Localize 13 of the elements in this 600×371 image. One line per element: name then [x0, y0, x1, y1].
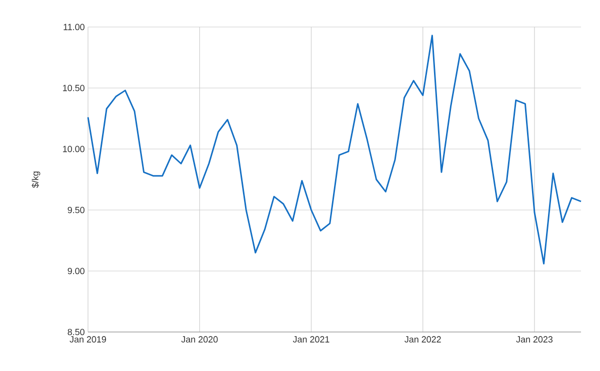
x-tick-label: Jan 2019	[70, 336, 106, 343]
y-tick-label: 11.00	[64, 24, 84, 30]
line-series	[87, 34, 582, 264]
y-tick-label: 8.50	[68, 328, 84, 336]
x-tick-label: Jan 2020	[181, 336, 218, 343]
x-tick-label: Jan 2023	[516, 336, 553, 343]
y-tick-label: 10.00	[63, 146, 84, 152]
y-axis-title: $/kg	[32, 172, 40, 188]
y-tick-label: 9.00	[68, 268, 84, 274]
x-tick-label: Jan 2022	[404, 336, 441, 343]
x-tick-label: Jan 2021	[292, 336, 330, 343]
y-tick-label: 10.50	[63, 84, 84, 92]
y-tick-label: 9.50	[68, 206, 84, 214]
